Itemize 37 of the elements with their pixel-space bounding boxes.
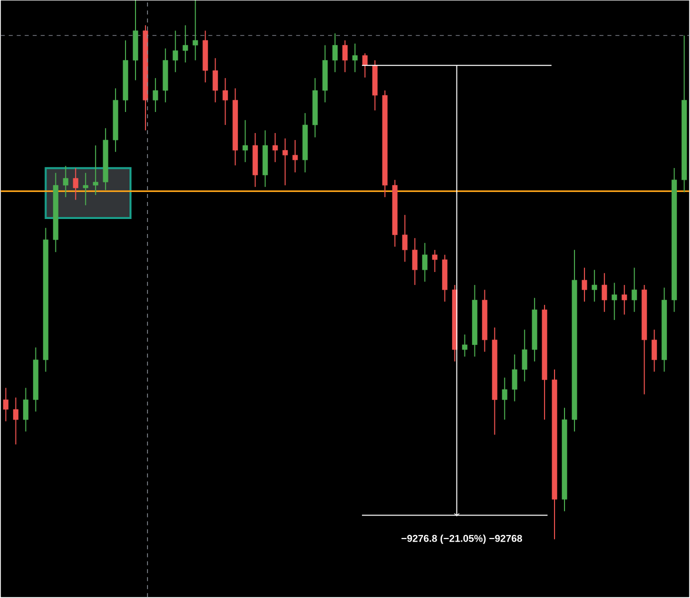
annotation: −9276.8 (−21.05%) −92768 (401, 534, 522, 544)
candlestick (332, 33, 338, 73)
candlestick (632, 267, 637, 313)
candlestick (182, 25, 188, 64)
candlestick (362, 53, 368, 78)
candlestick (612, 282, 618, 321)
candlestick (152, 78, 158, 113)
candlestick (3, 388, 8, 422)
candlestick (72, 168, 78, 201)
candlestick (412, 238, 418, 286)
candlestick (63, 166, 68, 198)
candlestick (222, 78, 228, 126)
candlestick (652, 329, 657, 372)
candlestick (462, 334, 468, 358)
candlestick (602, 272, 608, 313)
candlestick (502, 377, 508, 420)
candlestick (422, 242, 428, 282)
candlestick (13, 397, 18, 446)
candlestick (512, 354, 518, 402)
candlestick (92, 145, 98, 196)
candlestick (282, 138, 288, 186)
candlestick (212, 58, 218, 104)
candlestick (172, 30, 178, 73)
candlestick (432, 250, 438, 273)
candlestick (192, 0, 198, 62)
candlestick (292, 140, 298, 174)
candlestick (402, 214, 408, 263)
candlestick (522, 329, 528, 382)
candlestick (592, 270, 598, 302)
candlestick (272, 132, 278, 163)
candlestick (82, 172, 88, 206)
candlestick (582, 267, 588, 302)
candlestick (622, 284, 628, 316)
candlestick (352, 43, 358, 73)
candlestick (242, 120, 248, 163)
candlestick (23, 388, 28, 432)
candlestick (342, 40, 348, 73)
